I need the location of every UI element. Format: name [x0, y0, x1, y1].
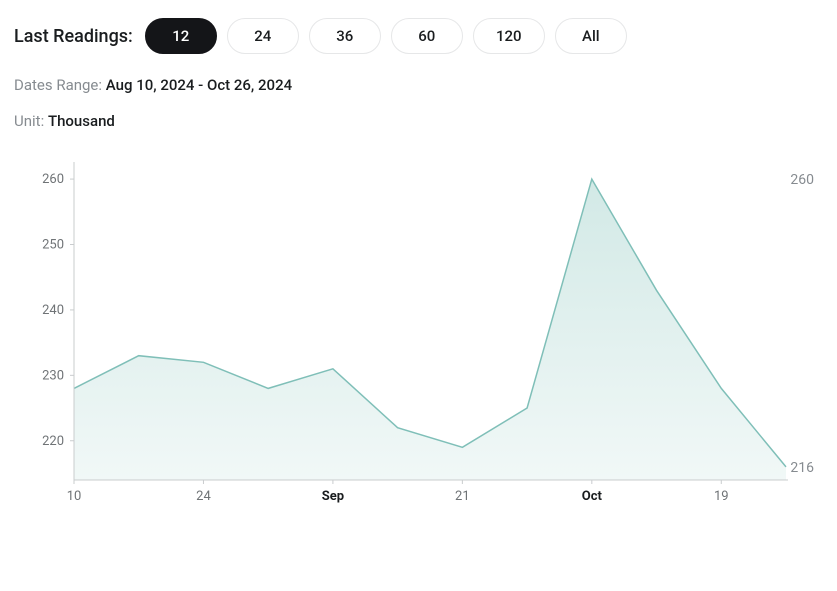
dates-range-label: Dates Range:	[14, 76, 102, 94]
x-tick-label: 21	[455, 489, 470, 504]
unit-value: Thousand	[48, 112, 115, 130]
y-tick-label: 260	[42, 172, 64, 187]
readings-label: Last Readings:	[14, 26, 133, 47]
readings-pill-120[interactable]: 120	[473, 18, 545, 54]
right-annotation: 260	[790, 172, 814, 188]
area-chart: 220 230 240 250 260 10 24 Sep 21 Oct 19 260 216	[14, 148, 822, 533]
chart-container: 220 230 240 250 260 10 24 Sep 21 Oct 19 260 216	[14, 148, 823, 548]
readings-pill-all[interactable]: All	[555, 18, 627, 54]
readings-pill-group: 12 24 36 60 120 All	[145, 18, 627, 54]
x-tick-label: Sep	[322, 489, 344, 504]
dates-range: Dates Range: Aug 10, 2024 - Oct 26, 2024	[14, 76, 823, 94]
unit-label: Unit:	[14, 112, 44, 130]
x-tick-label: 19	[714, 489, 729, 504]
x-tick-label: 24	[196, 489, 211, 504]
readings-pill-36[interactable]: 36	[309, 18, 381, 54]
y-tick-label: 230	[42, 368, 64, 383]
y-tick-label: 250	[42, 238, 64, 253]
readings-pill-12[interactable]: 12	[145, 18, 217, 54]
dates-range-value: Aug 10, 2024 - Oct 26, 2024	[106, 76, 292, 94]
unit-line: Unit: Thousand	[14, 112, 823, 130]
y-tick-label: 240	[42, 303, 64, 318]
x-tick-label: Oct	[582, 489, 603, 504]
readings-pill-60[interactable]: 60	[391, 18, 463, 54]
area-fill	[74, 179, 786, 480]
right-annotation: 216	[790, 460, 814, 476]
y-tick-label: 220	[42, 434, 64, 449]
x-tick-label: 10	[67, 489, 82, 504]
readings-pill-24[interactable]: 24	[227, 18, 299, 54]
readings-controls: Last Readings: 12 24 36 60 120 All	[14, 18, 823, 54]
